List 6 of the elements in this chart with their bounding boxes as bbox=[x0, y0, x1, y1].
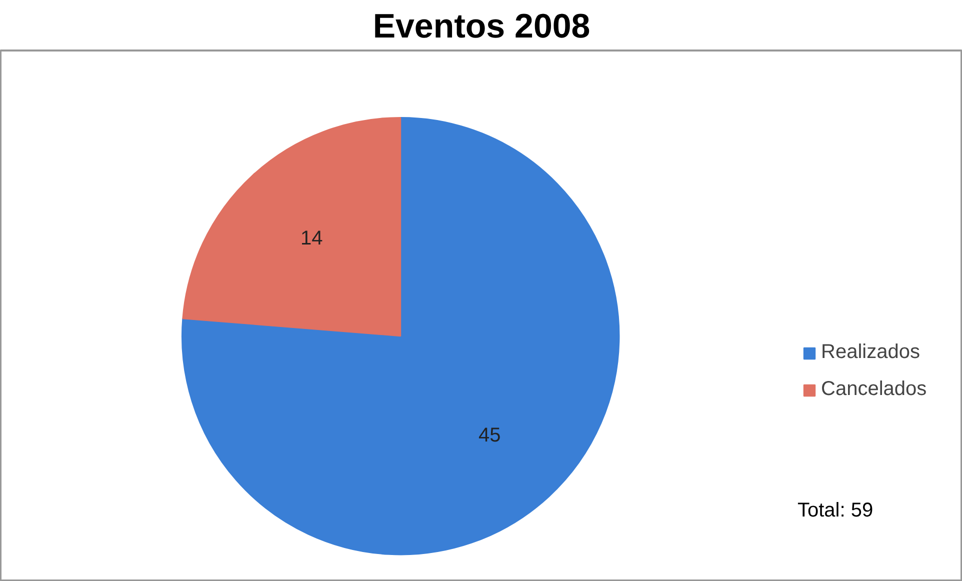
legend-label: Cancelados bbox=[821, 378, 927, 401]
text: Total: 59 bbox=[798, 500, 874, 522]
data-label: 45 bbox=[478, 424, 501, 446]
legend-label: Realizados bbox=[821, 341, 920, 364]
chart-title: Eventos 2008 bbox=[372, 8, 590, 46]
data-label: 14 bbox=[300, 228, 323, 250]
